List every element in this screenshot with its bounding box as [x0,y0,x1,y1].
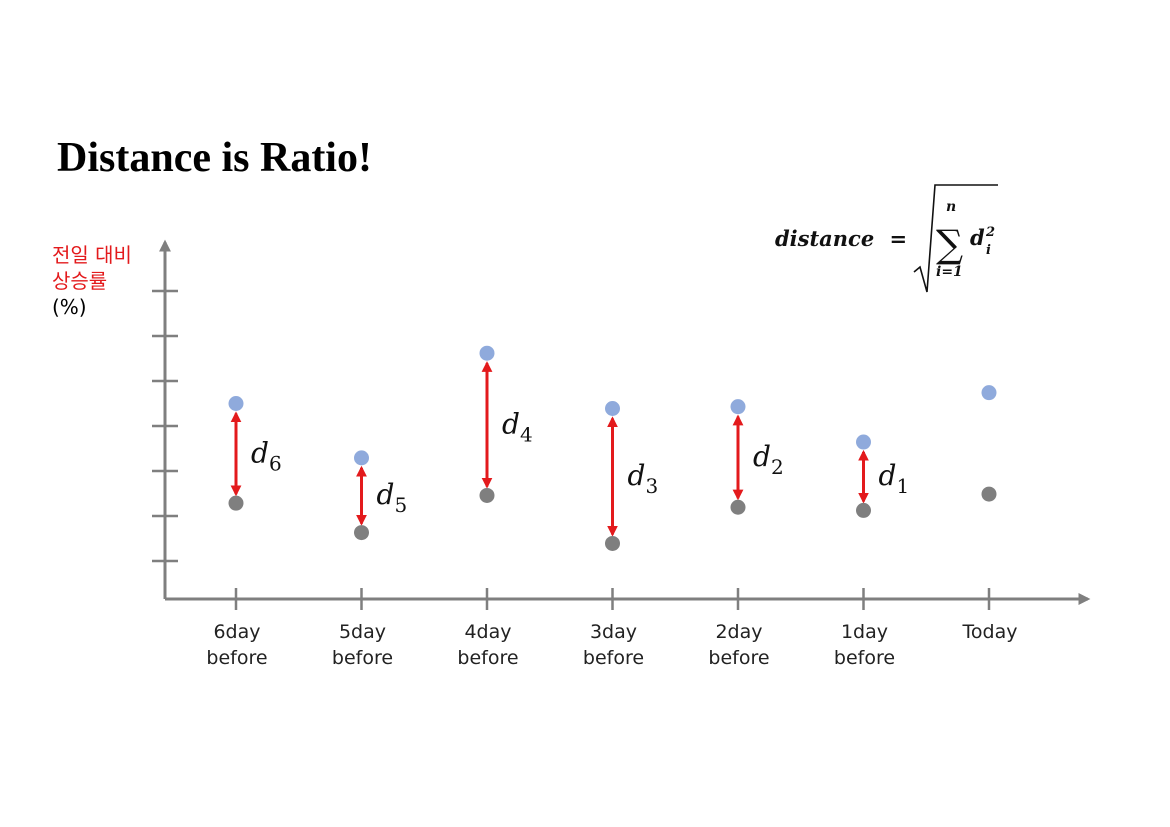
sum-term-subscript: i [986,243,991,258]
x-tick-label-line2: before [332,647,393,669]
distance-label-subscript: 1 [896,474,909,498]
distance-label: d6 [251,436,282,475]
upper-point [605,400,620,416]
sum-term: d [970,225,985,250]
sum-upper-limit: n [946,199,956,215]
svg-text:distance =: distance = [775,226,907,251]
lower-point [228,495,244,511]
columns: d66daybefored55daybefored44daybefored33d… [206,345,1018,669]
x-tick-label-line2: before [708,647,769,669]
distance-label-subscript: 3 [645,474,658,498]
x-tick-label-line1: 6day [213,621,260,643]
sum-lower-limit: i=1 [936,264,963,280]
distance-label: d3 [628,459,659,498]
distance-label: d5 [377,478,408,517]
x-tick-label-line1: 4day [464,621,511,643]
distance-label: d2 [753,440,784,479]
distance-label-base: d [879,459,897,492]
upper-point [981,385,997,401]
formula-equals: = [890,226,908,251]
lower-point [354,525,369,541]
distance-label-subscript: 5 [394,493,407,517]
y-axis-label: 전일 대비 상승률 (%) [52,242,132,320]
distance-label-base: d [502,407,520,440]
y-axis-label-line2: 상승률 [52,269,108,293]
distance-label-subscript: 6 [269,451,282,475]
distance-label-subscript: 4 [520,422,533,446]
x-tick-label-line1: 3day [590,621,637,643]
sum-term-base: d [970,225,985,250]
sqrt-sign [913,184,998,293]
distance-label-subscript: 2 [771,455,784,479]
page-title: Distance is Ratio! [57,135,372,181]
distance-label: d1 [879,459,910,498]
upper-point [354,450,369,466]
sum-sign: ∑ [936,222,963,266]
upper-point [856,434,871,450]
x-tick-label-line1: 1day [841,621,888,643]
x-tick-label-line1: 5day [339,621,386,643]
upper-point [228,396,244,412]
upper-point [479,345,495,361]
distance-label-base: d [753,440,771,473]
x-tick-label-line1: 2day [715,621,762,643]
x-tick-label-line2: before [834,647,895,669]
distance-label-base: d [628,459,646,492]
lower-point [605,535,620,551]
lower-point [856,502,871,518]
x-tick-label-line1: Today [962,621,1018,643]
y-axis-unit: (%) [52,295,87,319]
distance-formula: distance = ∑ n i=1 d 2 i [775,184,998,293]
sum-term-superscript: 2 [985,225,995,240]
lower-point [479,487,495,503]
upper-point [730,399,746,415]
x-tick-label-line2: before [457,647,518,669]
x-tick-label-line2: before [583,647,644,669]
y-ticks [152,289,178,563]
lower-point [981,486,997,502]
distance-label: d4 [502,407,533,446]
distance-label-base: d [251,436,269,469]
formula-lhs: distance [775,226,874,251]
y-axis-label-line1: 전일 대비 [52,243,132,267]
x-tick-label-line2: before [206,647,267,669]
distance-label-base: d [377,478,395,511]
lower-point [730,499,746,515]
